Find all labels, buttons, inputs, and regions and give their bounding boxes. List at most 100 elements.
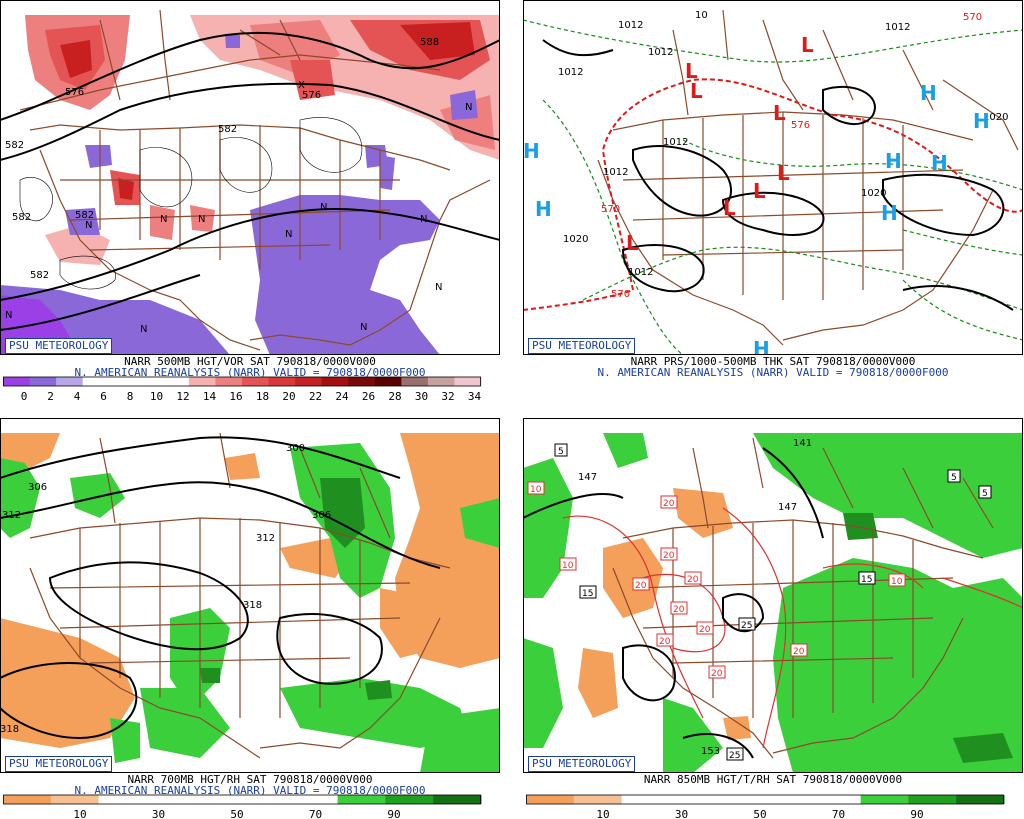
height-label: 147 [578, 472, 597, 483]
dry-areas [0, 433, 500, 748]
temp-label: 10 [891, 577, 903, 587]
colorbar-segment [242, 795, 291, 804]
n-marker: N [198, 214, 205, 225]
colorbar-segment [29, 377, 57, 386]
panel-500mb-vorticity: 576 582 582 582 588 582 582 576 N N N N … [0, 0, 500, 400]
map-500mb: 576 582 582 582 588 582 582 576 N N N N … [0, 0, 500, 355]
colorbar-segment [215, 377, 243, 386]
colorbar-tick-label: 4 [73, 390, 81, 400]
colorbar-tick-label: 10 [149, 390, 164, 400]
colorbar-segment [427, 377, 455, 386]
colorbar-segment [56, 377, 84, 386]
temp-label: 5 [982, 489, 988, 499]
pressure-label: 1012 [663, 137, 688, 148]
high-center: H [973, 109, 990, 133]
pressure-label: 1012 [648, 47, 673, 58]
thickness-570-line [523, 78, 1023, 311]
colorbar-tick-label: 12 [176, 390, 190, 400]
thickness-labels: 570 570 576 570 [601, 12, 982, 300]
temp-label: 20 [635, 581, 647, 591]
contour-label: 588 [420, 37, 439, 48]
colorbar-tick-label: 2 [47, 390, 54, 400]
temp-label: 15 [582, 589, 593, 599]
colorbar-tick-label: 20 [282, 390, 296, 400]
high-center: H [920, 81, 937, 105]
colorbar-segment [717, 795, 766, 804]
low-pressure-centers: L L L L L L L L [626, 33, 814, 255]
vorticity-markers: N N N N N N N N N N N X [5, 80, 472, 335]
colorbar-segment [812, 795, 862, 804]
colorbar-ticks: 0 2 4 6 8 10 12 14 16 18 20 22 24 26 28 30 32 34 [0, 390, 500, 400]
colorbar-tick-label: 70 [308, 808, 323, 818]
high-center: H [931, 151, 948, 175]
colorbar-segment [109, 377, 137, 386]
colorbar-tick-label: 50 [753, 808, 767, 818]
colorbar-segment [242, 377, 270, 386]
temp-label: 5 [558, 447, 564, 457]
colorbar-segment [621, 795, 670, 804]
temp-label: 20 [687, 575, 699, 585]
psu-meteorology-logo: PSU METEOROLOGY [5, 756, 113, 772]
vorticity-contours [19, 117, 363, 290]
height-contours [0, 436, 441, 740]
colorbar-segment [526, 795, 575, 804]
colorbar-rh [3, 794, 482, 805]
colorbar-segment [374, 377, 402, 386]
colorbar-segment [348, 377, 376, 386]
chart-title: NARR 850MB HGT/T/RH SAT 790818/0000V000 [643, 773, 903, 786]
colorbar-segment [162, 377, 190, 386]
temp-label: 10 [530, 485, 542, 495]
contour-label: 318 [0, 724, 19, 735]
colorbar-tick-label: 90 [387, 808, 401, 818]
pressure-label: 1012 [628, 267, 653, 278]
colorbar-tick-label: 14 [202, 390, 217, 400]
height-label: 141 [793, 438, 812, 449]
colorbar-segment [188, 377, 216, 386]
chart-title: NARR 700MB HGT/RH SAT 790818/0000V000 [127, 773, 373, 786]
n-marker: N [85, 220, 92, 231]
n-marker: N [160, 214, 167, 225]
contour-label: 576 [65, 87, 84, 98]
map-frame [523, 0, 1023, 355]
colorbar-segment [401, 377, 429, 386]
colorbar-ticks: 10 30 50 70 90 [0, 808, 500, 818]
contour-label: 582 [12, 212, 31, 223]
colorbar-segment [3, 377, 31, 386]
colorbar-segment [433, 795, 482, 804]
colorbar-tick-label: 26 [361, 390, 376, 400]
psu-meteorology-logo: PSU METEOROLOGY [5, 338, 113, 354]
colorbar-tick-label: 22 [308, 390, 323, 400]
map-frame [0, 418, 500, 773]
temp-label: 20 [673, 605, 685, 615]
contour-label: 582 [5, 140, 24, 151]
low-center: L [723, 196, 736, 220]
colorbar-segment [860, 795, 909, 804]
thickness-label: 570 [963, 12, 982, 23]
colorbar-tick-label: 90 [910, 808, 924, 818]
thickness-contours [523, 19, 1023, 355]
temp-label: 20 [793, 647, 805, 657]
contour-label: 582 [75, 210, 94, 221]
contour-label: 306 [312, 510, 331, 521]
contour-label: 582 [218, 124, 237, 135]
colorbar-tick-label: 8 [126, 390, 134, 400]
height-labels: 141 147 147 153 [578, 438, 812, 757]
temperature-labels: 10 20 20 20 20 20 20 20 20 20 10 10 [527, 481, 906, 679]
n-marker: N [285, 229, 292, 240]
colorbar-segment [669, 795, 718, 804]
high-center: H [535, 197, 552, 221]
temp-label: 20 [659, 637, 671, 647]
low-center: L [626, 231, 639, 255]
chart-subtitle: N. AMERICAN REANALYSIS (NARR) VALID = 79… [74, 366, 426, 379]
contour-label: 318 [243, 600, 262, 611]
pressure-label: 1012 [885, 22, 910, 33]
colorbar-ticks: 10 30 50 70 90 [523, 808, 1023, 818]
low-center: L [777, 161, 790, 185]
temp-label: 20 [663, 499, 675, 509]
pressure-label: 1012 [558, 67, 583, 78]
height-label: 153 [701, 746, 720, 757]
low-center: L [773, 101, 786, 125]
colorbar-segment [50, 795, 100, 804]
low-center: L [690, 79, 703, 103]
colorbar-tick-label: 0 [20, 390, 28, 400]
